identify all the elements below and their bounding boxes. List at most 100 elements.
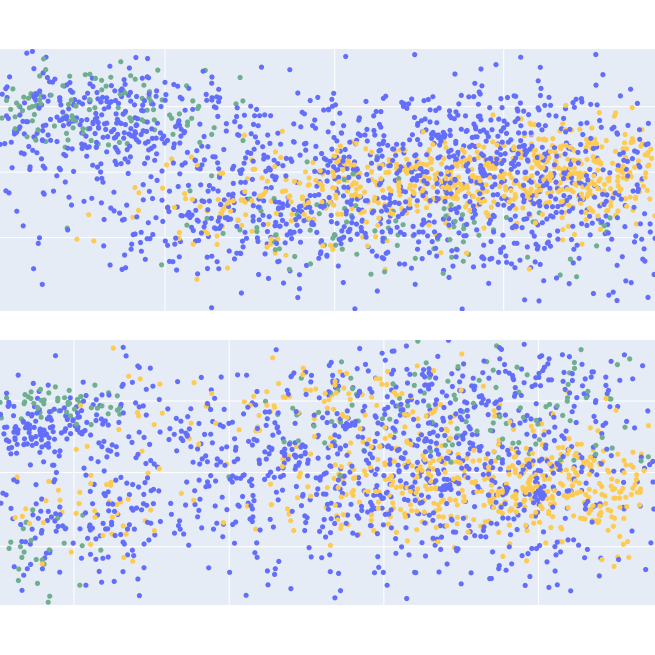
scatter-point — [514, 526, 520, 533]
scatter-point — [499, 489, 505, 495]
scatter-point — [375, 554, 381, 560]
scatter-point — [151, 117, 157, 123]
scatter-point — [55, 395, 61, 401]
scatter-point — [489, 127, 495, 133]
scatter-point — [506, 465, 512, 471]
scatter-point — [458, 92, 464, 98]
scatter-point — [83, 133, 89, 139]
scatter-point — [643, 170, 649, 176]
scatter-point — [420, 193, 426, 199]
scatter-point — [496, 116, 502, 122]
scatter-point — [500, 553, 506, 560]
scatter-point — [599, 491, 605, 498]
scatter-point — [302, 444, 308, 450]
scatter-point — [449, 254, 455, 260]
scatter-point — [105, 422, 111, 428]
scatter-point — [344, 199, 350, 205]
scatter-point — [162, 97, 168, 103]
scatter-point — [500, 244, 506, 250]
scatter-point — [190, 98, 196, 104]
scatter-point — [620, 485, 626, 491]
scatter-point — [283, 173, 289, 179]
scatter-point — [250, 218, 256, 224]
scatter-point — [497, 397, 504, 403]
scatter-point — [385, 521, 391, 527]
scatter-point — [422, 174, 428, 180]
scatter-point — [596, 573, 602, 579]
scatter-point — [414, 527, 420, 533]
scatter-point — [550, 514, 556, 520]
scatter-point — [356, 207, 362, 213]
scatter-point — [494, 521, 500, 527]
scatter-point — [135, 207, 142, 213]
scatter-point — [163, 92, 169, 98]
scatter-point — [540, 529, 547, 535]
scatter-point — [35, 515, 41, 521]
scatter-point — [141, 491, 147, 497]
scatter-point — [102, 418, 108, 424]
scatter-point — [439, 389, 445, 395]
scatter-point — [412, 371, 418, 377]
scatter-point — [421, 178, 427, 184]
scatter-point — [557, 466, 563, 472]
scatter-point — [352, 306, 358, 311]
scatter-point — [266, 451, 272, 457]
scatter-point — [437, 401, 443, 408]
scatter-point — [92, 382, 98, 388]
scatter-point — [572, 452, 578, 458]
scatter-point — [342, 146, 348, 153]
scatter-point — [501, 193, 507, 199]
scatter-point — [282, 394, 288, 400]
scatter-point — [238, 197, 244, 203]
scatter-point — [230, 191, 236, 197]
scatter-point — [197, 496, 203, 502]
scatter-point — [253, 402, 259, 408]
scatter-point — [442, 132, 448, 138]
scatter-point — [465, 413, 471, 419]
scatter-point — [284, 232, 290, 238]
scatter-point — [314, 491, 320, 497]
scatter-point — [157, 429, 163, 435]
scatter-point — [546, 429, 552, 435]
scatter-point — [534, 475, 540, 481]
scatter-point — [278, 212, 284, 218]
scatter-point — [377, 376, 383, 382]
scatter-point — [106, 392, 112, 398]
scatter-point — [437, 506, 443, 512]
scatter-point — [489, 477, 495, 483]
scatter-point — [405, 403, 411, 409]
scatter-point — [426, 222, 432, 228]
scatter-point — [92, 514, 98, 520]
scatter-point — [156, 466, 162, 472]
scatter-point — [586, 471, 593, 477]
scatter-point — [536, 298, 542, 304]
scatter-point — [119, 217, 126, 223]
scatter-point — [136, 139, 142, 145]
scatter-point — [184, 479, 190, 485]
scatter-point — [108, 83, 114, 89]
scatter-point — [125, 552, 131, 558]
scatter-point — [426, 386, 432, 392]
scatter-point — [204, 400, 210, 407]
scatter-point — [348, 501, 354, 507]
scatter-point — [418, 118, 425, 124]
scatter-point — [311, 423, 317, 429]
scatter-point — [605, 527, 611, 533]
scatter-point — [594, 102, 600, 108]
scatter-point — [199, 162, 205, 168]
scatter-point — [53, 469, 60, 476]
scatter-point — [39, 566, 46, 572]
scatter-point — [621, 457, 627, 463]
scatter-point — [587, 213, 593, 219]
scatter-point — [427, 445, 433, 451]
scatter-point — [100, 532, 106, 539]
scatter-point — [266, 409, 272, 415]
scatter-point — [147, 236, 153, 242]
scatter-point — [116, 426, 122, 433]
scatter-point — [483, 534, 489, 540]
scatter-point — [438, 492, 444, 498]
scatter-point — [22, 441, 28, 447]
scatter-point — [209, 390, 215, 397]
scatter-point — [405, 497, 411, 503]
scatter-point — [237, 74, 243, 81]
